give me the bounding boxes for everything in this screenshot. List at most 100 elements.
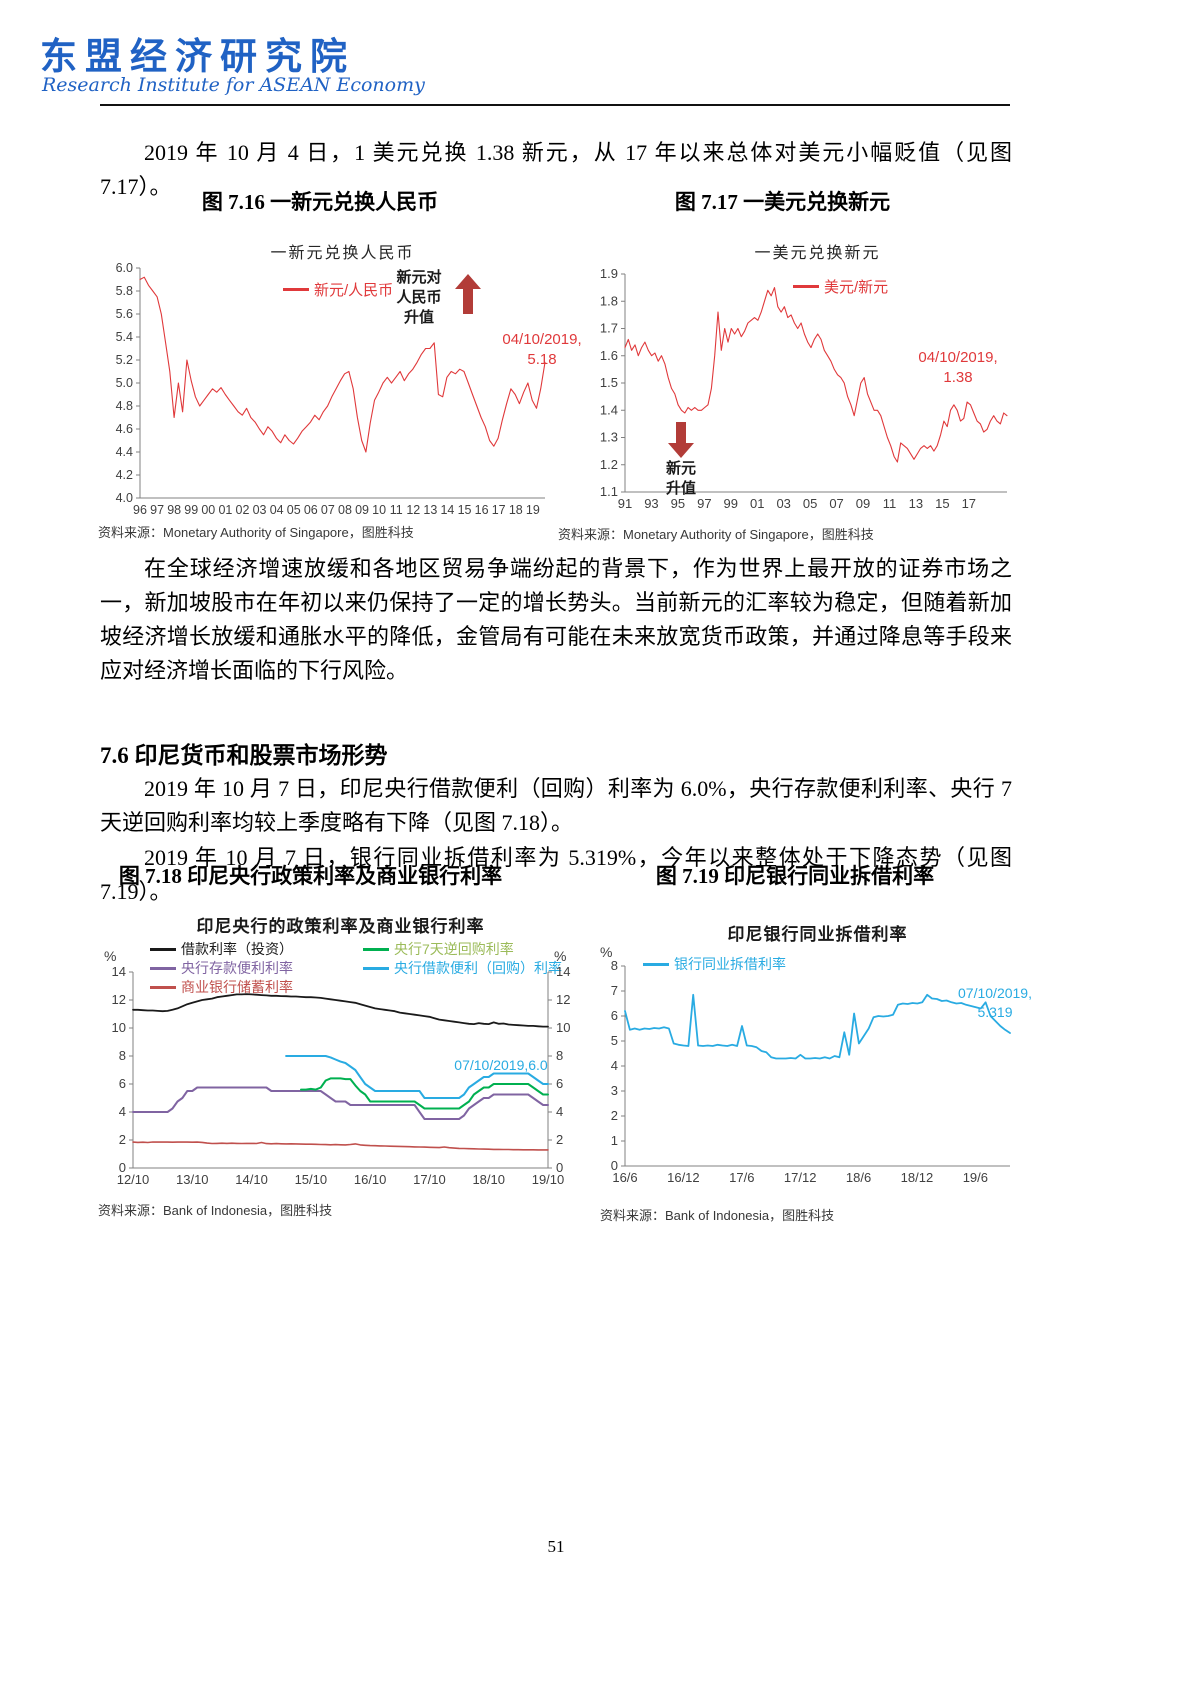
svg-text:18: 18	[509, 503, 523, 517]
svg-text:1: 1	[611, 1133, 618, 1148]
annotation-sgd-appreciation: 新元对 人民币 升值	[396, 269, 442, 326]
svg-text:18/12: 18/12	[901, 1170, 934, 1185]
svg-text:12: 12	[406, 503, 420, 517]
svg-text:4: 4	[119, 1104, 126, 1119]
svg-text:5: 5	[611, 1033, 618, 1048]
legend-savings-rate: 商业银行储蓄利率	[150, 977, 293, 997]
svg-text:05: 05	[287, 503, 301, 517]
chart-title-usd-sgd: 一美元兑换新元	[754, 245, 881, 262]
svg-text:6: 6	[611, 1008, 618, 1023]
callout-interbank-latest: 07/10/2019, 5.319	[958, 985, 1032, 1020]
legend-label: 央行借款便利（回购）利率	[394, 960, 562, 976]
sgd-cny-line-chart: 6.0 5.8 5.6 5.4 5.2 5.0 4.8 4.6 4.4 4.2 4.096 97 98 9…	[116, 261, 546, 517]
svg-text:19/10: 19/10	[532, 1172, 565, 1187]
svg-text:13: 13	[909, 496, 923, 511]
svg-text:07: 07	[829, 496, 843, 511]
svg-text:17: 17	[962, 496, 976, 511]
svg-text:99: 99	[724, 496, 738, 511]
svg-text:5.6: 5.6	[116, 307, 133, 321]
svg-text:12: 12	[112, 992, 126, 1007]
legend-dash-icon	[150, 985, 176, 989]
svg-text:09: 09	[856, 496, 870, 511]
legend-label: 银行同业拆借利率	[674, 956, 786, 972]
svg-text:11: 11	[883, 496, 897, 511]
svg-text:17: 17	[492, 503, 506, 517]
svg-text:96: 96	[133, 503, 147, 517]
svg-text:17/6: 17/6	[729, 1170, 754, 1185]
svg-text:91: 91	[618, 496, 632, 511]
percent-axis-label: %	[600, 944, 613, 960]
svg-text:5.2: 5.2	[116, 353, 133, 367]
legend-label: 央行存款便利利率	[181, 960, 293, 976]
svg-text:2: 2	[556, 1132, 563, 1147]
svg-text:1.3: 1.3	[600, 430, 618, 445]
svg-text:06: 06	[304, 503, 318, 517]
legend-sgd-cny: 新元/人民币	[283, 279, 393, 300]
svg-text:4.2: 4.2	[116, 468, 133, 482]
paragraph-usd-sgd: 2019 年 10 月 4 日，1 美元兑换 1.38 新元，从 17 年以来总…	[100, 140, 1012, 199]
svg-text:1.6: 1.6	[600, 348, 618, 363]
source-note-7-18: 资料来源：Bank of Indonesia，图胜科技	[98, 1203, 333, 1218]
svg-text:7: 7	[611, 983, 618, 998]
annotation-sgd-appreciation-2: 新元 升值	[665, 460, 696, 497]
institute-logo: 东盟经济研究院	[40, 37, 355, 78]
svg-text:14: 14	[556, 964, 570, 979]
chart-title-bi-policy-rates: 印尼央行的政策利率及商业银行利率	[196, 917, 485, 936]
svg-text:11: 11	[390, 503, 403, 517]
svg-text:14: 14	[440, 503, 454, 517]
usd-sgd-line-chart: 1.9 1.8 1.7 1.6 1.5 1.4 1.3 1.2 1.191 93 95 97 99 01 0…	[600, 266, 1008, 511]
legend-label: 借款利率（投资）	[181, 941, 293, 957]
svg-text:3: 3	[611, 1083, 618, 1098]
paragraph-interbank-rate: 2019 年 10 月 7 日，银行同业拆借利率为 5.319%，今年以来整体处…	[100, 845, 1012, 904]
svg-text:14: 14	[112, 964, 126, 979]
svg-text:1.2: 1.2	[600, 457, 618, 472]
figure-caption-7-16: 图 7.16 一新元兑换人民币	[201, 190, 439, 214]
up-arrow-icon	[455, 274, 481, 314]
legend-dash-icon	[363, 947, 389, 951]
legend-dash-icon	[363, 966, 389, 970]
callout-sgd-cny-latest: 04/10/2019, 5.18	[502, 331, 582, 368]
svg-text:05: 05	[803, 496, 817, 511]
chart-title-interbank-rate: 印尼银行同业拆借利率	[727, 925, 908, 944]
svg-text:10: 10	[112, 1020, 126, 1035]
svg-text:03: 03	[776, 496, 790, 511]
legend-dash-icon	[283, 288, 309, 291]
svg-text:17/10: 17/10	[413, 1172, 446, 1187]
svg-text:98: 98	[167, 503, 181, 517]
svg-text:5.4: 5.4	[116, 330, 133, 344]
svg-text:16/10: 16/10	[354, 1172, 387, 1187]
svg-text:01: 01	[750, 496, 764, 511]
svg-text:93: 93	[644, 496, 658, 511]
svg-text:99: 99	[184, 503, 198, 517]
header-divider	[100, 104, 1010, 106]
svg-text:14/10: 14/10	[235, 1172, 268, 1187]
svg-text:02: 02	[236, 503, 250, 517]
legend-dash-icon	[793, 285, 819, 288]
svg-text:4: 4	[556, 1104, 563, 1119]
svg-text:18/10: 18/10	[472, 1172, 505, 1187]
svg-text:19/6: 19/6	[963, 1170, 988, 1185]
svg-text:2: 2	[611, 1108, 618, 1123]
svg-text:15: 15	[935, 496, 949, 511]
institute-logo-subtitle: Research Institute for ASEAN Economy	[42, 74, 425, 96]
legend-7day-reverse-repo: 央行7天逆回购利率	[363, 939, 514, 959]
section-title-7-6: 7.6 印尼货币和股票市场形势	[100, 743, 388, 768]
svg-text:97: 97	[150, 503, 164, 517]
percent-axis-label: %	[104, 948, 117, 964]
legend-lending-facility: 央行借款便利（回购）利率	[363, 958, 562, 978]
svg-text:01: 01	[218, 503, 232, 517]
legend-loan-rate: 借款利率（投资）	[150, 939, 293, 959]
legend-label: 新元/人民币	[314, 282, 394, 299]
svg-text:1.8: 1.8	[600, 293, 618, 308]
svg-text:0: 0	[556, 1160, 563, 1175]
svg-text:13: 13	[423, 503, 437, 517]
legend-label: 央行7天逆回购利率	[394, 941, 514, 957]
svg-text:10: 10	[556, 1020, 570, 1035]
callout-lending-facility-latest: 07/10/2019,6.0	[454, 1057, 548, 1073]
svg-text:00: 00	[201, 503, 215, 517]
svg-text:08: 08	[338, 503, 352, 517]
legend-dash-icon	[150, 966, 176, 970]
svg-text:97: 97	[697, 496, 711, 511]
svg-text:4.0: 4.0	[116, 491, 133, 505]
